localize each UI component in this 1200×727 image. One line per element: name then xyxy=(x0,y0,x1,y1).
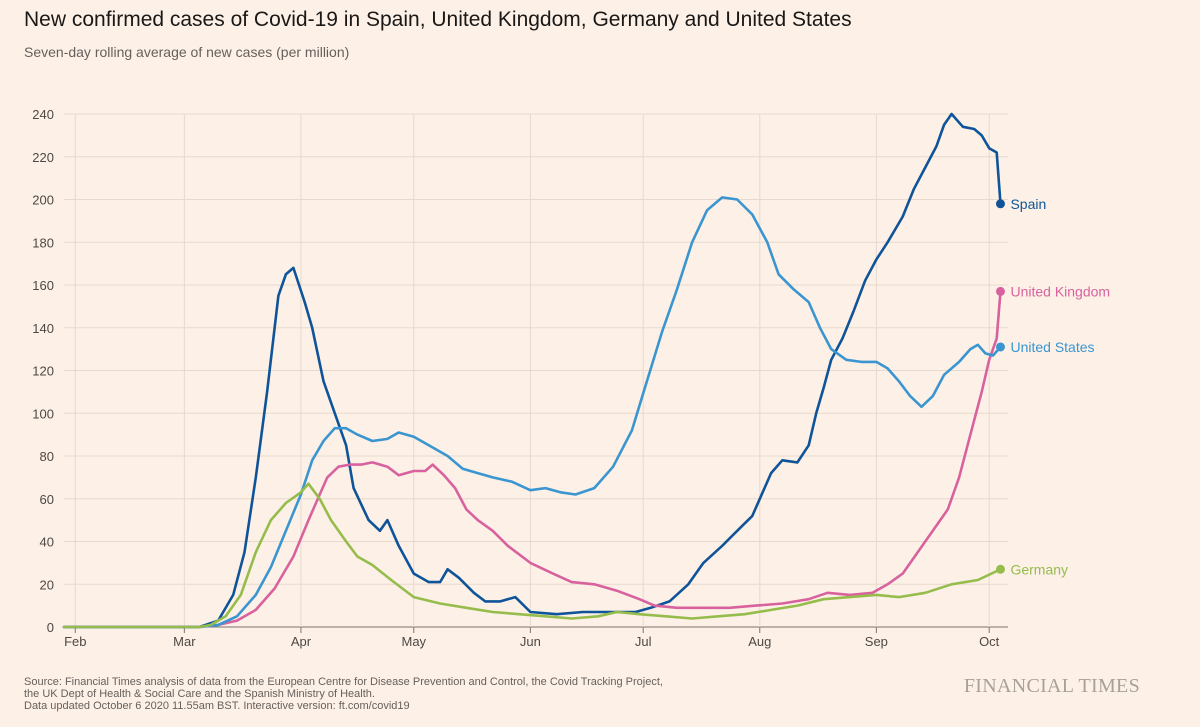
series-line-united-states xyxy=(62,196,1002,629)
x-tick-label: Aug xyxy=(748,634,771,649)
y-tick-label: 220 xyxy=(32,150,54,165)
source-note: Source: Financial Times analysis of data… xyxy=(24,676,663,712)
series-lines xyxy=(62,112,1005,629)
series-line-united-kingdom xyxy=(62,290,1002,629)
series-label-united-states: United States xyxy=(1010,339,1094,355)
source-line: Data updated October 6 2020 11.55am BST.… xyxy=(24,700,410,712)
x-tick-label: Mar xyxy=(173,634,196,649)
series-label-germany: Germany xyxy=(1010,561,1068,577)
y-tick-label: 100 xyxy=(32,406,54,421)
financial-times-logo: FINANCIAL TIMES xyxy=(963,675,1140,697)
y-tick-label: 0 xyxy=(47,620,54,635)
x-tick-label: Oct xyxy=(979,634,1000,649)
series-label-spain: Spain xyxy=(1010,196,1046,212)
y-tick-label: 200 xyxy=(32,193,54,208)
x-tick-label: Feb xyxy=(64,634,86,649)
y-tick-label: 20 xyxy=(40,577,54,592)
x-tick-label: Sep xyxy=(865,634,888,649)
y-tick-label: 40 xyxy=(40,535,54,550)
chart-title: New confirmed cases of Covid-19 in Spain… xyxy=(24,8,852,31)
axis-ticks: 0 20 40 60 80 100 120 140 160 180 200 220 240 Feb Mar A… xyxy=(32,107,999,649)
y-tick-label: 240 xyxy=(32,107,54,122)
y-tick-label: 180 xyxy=(32,235,54,250)
y-tick-label: 60 xyxy=(40,492,54,507)
series-end-dot-united-states xyxy=(995,342,1005,352)
y-tick-label: 160 xyxy=(32,278,54,293)
source-line: Source: Financial Times analysis of data… xyxy=(24,676,663,688)
series-line-germany xyxy=(62,482,1002,629)
chart-subtitle: Seven-day rolling average of new cases (… xyxy=(24,44,350,60)
y-tick-label: 140 xyxy=(32,321,54,336)
series-end-dot-germany xyxy=(995,564,1005,574)
x-tick-label: May xyxy=(401,634,426,649)
y-tick-label: 80 xyxy=(40,449,54,464)
series-labels: Spain United Kingdom United States Germany xyxy=(1010,196,1110,578)
series-end-dot-spain xyxy=(995,199,1005,209)
source-line: the UK Dept of Health & Social Care and … xyxy=(24,688,375,700)
x-tick-label: Apr xyxy=(291,634,312,649)
series-label-united-kingdom: United Kingdom xyxy=(1010,283,1110,299)
x-tick-label: Jul xyxy=(635,634,652,649)
grid-lines xyxy=(64,113,1008,628)
series-end-dot-united-kingdom xyxy=(995,286,1005,296)
x-tick-label: Jun xyxy=(520,634,541,649)
y-tick-label: 120 xyxy=(32,364,54,379)
